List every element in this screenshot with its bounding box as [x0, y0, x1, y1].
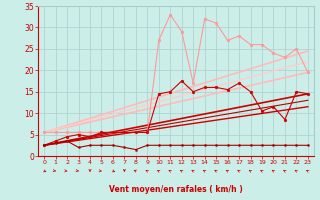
X-axis label: Vent moyen/en rafales ( km/h ): Vent moyen/en rafales ( km/h ) — [109, 185, 243, 194]
